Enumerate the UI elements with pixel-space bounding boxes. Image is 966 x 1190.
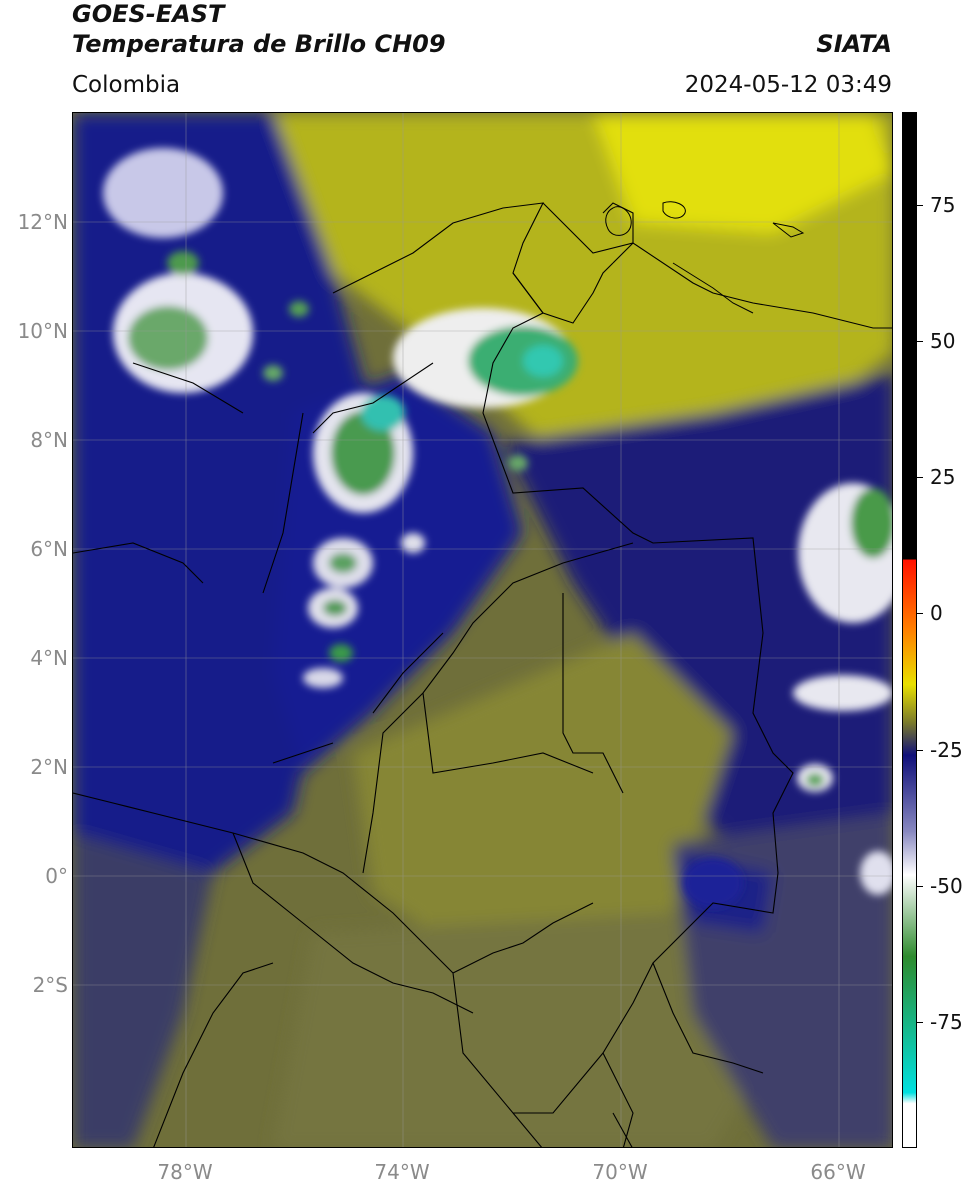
lat-label-2s: 2°S: [32, 973, 68, 997]
region-label: Colombia: [72, 72, 181, 98]
satellite-title: GOES-EAST: [72, 0, 225, 28]
lat-label-2n: 2°N: [30, 755, 68, 779]
product-title: Temperatura de Brillo CH09: [72, 30, 446, 58]
lat-label-10n: 10°N: [17, 319, 68, 343]
agency-label: SIATA: [816, 30, 892, 58]
colorbar: [902, 112, 917, 1148]
datetime-label: 2024-05-12 03:49: [684, 72, 892, 98]
colorbar-tick: [917, 886, 923, 887]
colorbar-label-50: 50: [930, 329, 956, 353]
colorbar-tick: [917, 341, 923, 342]
colorbar-label-minus50: -50: [930, 874, 963, 898]
lon-label-66w: 66°W: [810, 1160, 866, 1184]
satellite-map[interactable]: [72, 112, 893, 1148]
lat-label-0: 0°: [45, 864, 68, 888]
colorbar-label-0: 0: [930, 601, 943, 625]
lat-label-12n: 12°N: [17, 210, 68, 234]
lat-label-8n: 8°N: [30, 428, 68, 452]
colorbar-tick: [917, 613, 923, 614]
colorbar-tick: [917, 750, 923, 751]
lon-label-70w: 70°W: [592, 1160, 648, 1184]
lon-label-78w: 78°W: [157, 1160, 213, 1184]
lon-label-74w: 74°W: [374, 1160, 430, 1184]
colorbar-tick: [917, 1022, 923, 1023]
colorbar-label-25: 25: [930, 465, 956, 489]
colorbar-tick: [917, 477, 923, 478]
lat-label-6n: 6°N: [30, 537, 68, 561]
brightness-temperature-image: [73, 113, 892, 1147]
colorbar-label-75: 75: [930, 193, 956, 217]
colorbar-label-minus25: -25: [930, 738, 963, 762]
lat-label-4n: 4°N: [30, 646, 68, 670]
colorbar-tick: [917, 205, 923, 206]
colorbar-label-minus75: -75: [930, 1010, 963, 1034]
